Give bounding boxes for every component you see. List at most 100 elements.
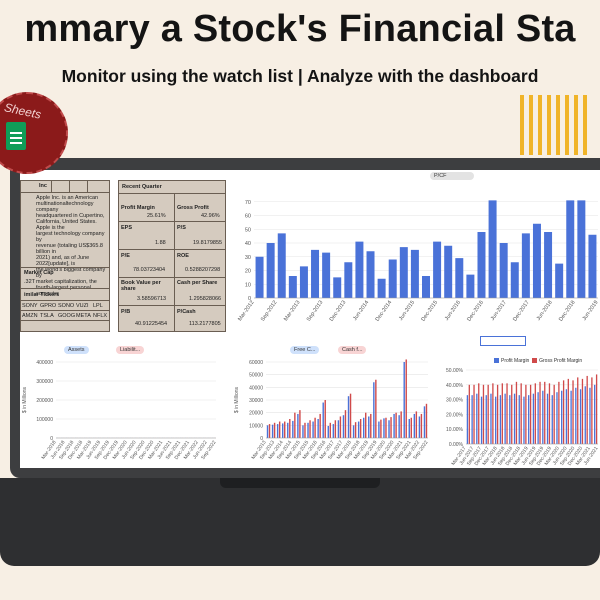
ticker-nflx[interactable]: NFLX	[93, 313, 108, 319]
bar-cash-f-	[273, 422, 276, 438]
bar-cash-f-	[344, 410, 347, 438]
qm-value: 25.61%	[147, 213, 166, 219]
assets-series-chip[interactable]: Assets	[64, 346, 89, 354]
bar-gross-profit-margin	[506, 383, 508, 444]
cashflow-series-chip[interactable]: Cash f...	[338, 346, 367, 354]
bar-cash-f-	[405, 359, 407, 438]
bar-gross-profit-margin	[468, 384, 470, 444]
ticker-sony[interactable]: SONY	[22, 303, 38, 309]
ticker-sono[interactable]: SONO	[58, 303, 75, 309]
bar-profit-margin	[542, 390, 544, 444]
qm-key: P/Cash	[177, 309, 196, 315]
y-tick-label: 40.00%	[446, 383, 464, 389]
qm-value: 113.2177805	[189, 321, 221, 327]
x-tick-label: Sep-2013	[306, 300, 325, 323]
bar-gross-profit-margin	[501, 383, 503, 444]
bar-cash-f-	[334, 420, 337, 438]
bar-free-c-	[332, 424, 335, 438]
y-tick-label: 0	[248, 296, 251, 302]
bar-profit-margin	[594, 384, 596, 444]
bar-p-cf	[255, 256, 264, 298]
bar-cash-f-	[375, 379, 377, 438]
free-cashflow-series-chip[interactable]: Free C...	[290, 346, 320, 354]
pcf-series-chip[interactable]: P/CF	[430, 172, 474, 180]
bar-gross-profit-margin	[482, 384, 485, 444]
bar-p-cf	[266, 243, 275, 298]
pcf-bar-chart: 0 10 20 30 40 50 60 70 Mar-2012 Sep-2012 Mar-2013 S…	[237, 200, 599, 323]
ticker-vuzi[interactable]: VUZI	[76, 303, 89, 309]
bar-p-cf	[388, 259, 397, 298]
bar-free-c-	[408, 419, 410, 438]
qm-key: EPS	[121, 225, 133, 231]
bar-p-cf	[344, 262, 353, 298]
bar-p-cf	[377, 278, 386, 298]
qm-value: 0.5288207298	[185, 267, 221, 273]
bar-profit-margin	[485, 395, 487, 444]
y-tick-label: 0	[260, 436, 263, 442]
y-tick-label: 0	[50, 436, 53, 442]
y-tick-label: 40	[245, 241, 251, 247]
bar-profit-margin	[476, 393, 478, 444]
company-title: Inc	[39, 183, 47, 189]
bar-gross-profit-margin	[529, 384, 532, 444]
bar-p-cf	[577, 200, 586, 298]
ticker-gpro[interactable]: GPRO	[40, 303, 57, 309]
bar-p-cf	[544, 232, 553, 298]
bar-cash-f-	[370, 413, 372, 438]
x-tick-label: Jun-2018	[536, 300, 554, 322]
y-tick-label: 10.00%	[446, 427, 464, 433]
bar-cash-f-	[385, 417, 387, 438]
ticker-lpl[interactable]: LPL	[93, 303, 103, 309]
y-tick-label: 300000	[36, 379, 53, 385]
bar-free-c-	[322, 402, 324, 438]
bar-p-cf	[433, 241, 442, 298]
bar-p-cf	[299, 266, 308, 298]
bar-free-c-	[368, 416, 370, 438]
bar-free-c-	[398, 415, 400, 438]
bar-profit-margin	[528, 395, 530, 444]
bar-cash-f-	[349, 393, 352, 438]
ticker-goog[interactable]: GOOG	[58, 313, 76, 319]
bar-gross-profit-margin	[515, 381, 518, 444]
bar-profit-margin	[556, 392, 558, 444]
cashflow-bar-chart: 0 10000 20000 30000 40000 50000 60000 $ in Mill…	[234, 359, 430, 461]
bar-gross-profit-margin	[548, 383, 551, 444]
laptop-base	[0, 478, 600, 566]
bar-gross-profit-margin	[577, 377, 579, 444]
bar-p-cf	[311, 249, 320, 298]
margin-chart-selector-box[interactable]	[480, 336, 526, 346]
bar-gross-profit-margin	[544, 381, 546, 444]
qm-key: P/B	[121, 309, 131, 315]
badge-text: Sheets	[2, 100, 43, 122]
y-tick-label: 70	[245, 200, 251, 206]
bar-gross-profit-margin	[572, 380, 574, 444]
bar-profit-margin	[523, 396, 525, 444]
bar-cash-f-	[395, 412, 397, 438]
ticker-tsla[interactable]: TSLA	[40, 313, 54, 319]
bar-gross-profit-margin	[520, 383, 522, 444]
bar-free-c-	[271, 424, 274, 438]
ticker-amzn[interactable]: AMZN	[22, 313, 38, 319]
bar-cash-f-	[268, 424, 271, 438]
recent-quarter-panel: Recent Quarter Profit Margin 25.61% Gros…	[118, 180, 226, 332]
bar-cash-f-	[289, 419, 291, 438]
bar-gross-profit-margin	[595, 374, 598, 444]
bar-p-cf	[510, 262, 519, 298]
margin-bar-chart: 0.00%10.00%20.00%30.00%40.00%50.00%Mar-2…	[446, 368, 600, 467]
bar-p-cf	[399, 247, 408, 298]
liabilities-series-chip[interactable]: Liabilit...	[116, 346, 145, 354]
bar-profit-margin	[565, 389, 568, 444]
ticker-meta[interactable]: META	[76, 313, 91, 319]
qm-key: P/E	[121, 253, 130, 259]
bar-free-c-	[383, 418, 385, 438]
bar-profit-margin	[589, 387, 591, 444]
bar-profit-margin	[584, 386, 586, 444]
bar-cash-f-	[425, 403, 428, 438]
qm-key: Book Value per share	[121, 280, 161, 292]
bar-profit-margin	[495, 396, 497, 444]
bar-free-c-	[266, 425, 269, 438]
company-info-panel: Inc Apple Inc. is an American multination…	[20, 180, 110, 332]
bar-p-cf	[466, 274, 475, 298]
bar-profit-margin	[537, 392, 539, 444]
